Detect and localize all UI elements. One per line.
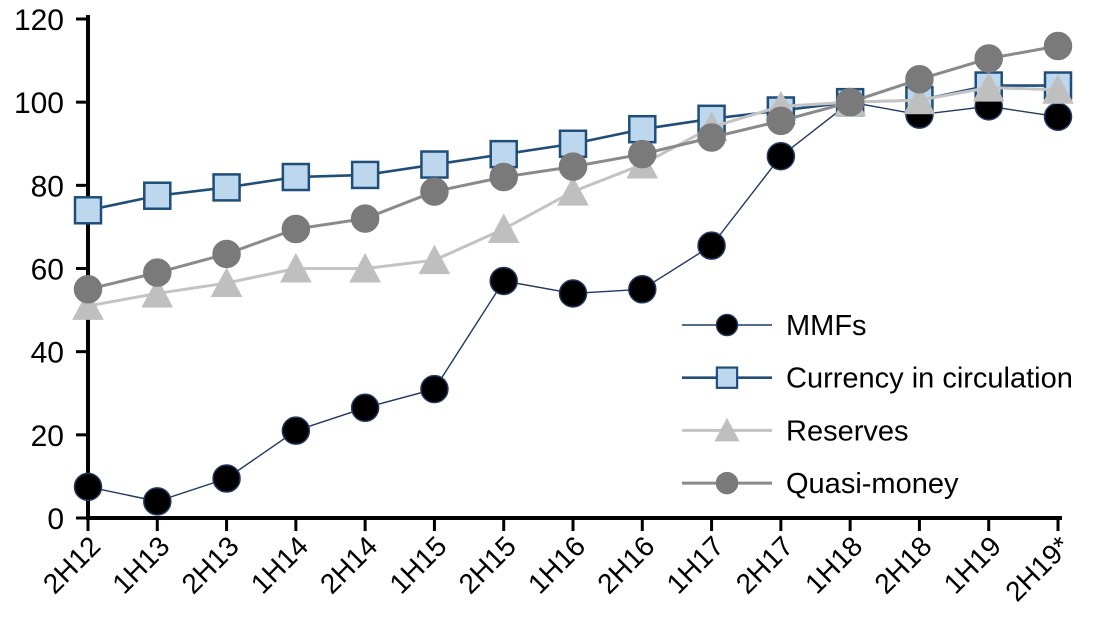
x-axis-tick-label: 1H14 <box>245 530 314 599</box>
legend-label: Reserves <box>786 415 909 447</box>
data-point-marker <box>420 150 449 179</box>
data-point-marker <box>766 141 796 171</box>
data-point-marker <box>212 173 241 202</box>
data-point-marker <box>489 139 518 169</box>
data-point-marker <box>349 252 381 283</box>
data-point-marker <box>143 258 172 287</box>
data-point-marker <box>281 214 311 244</box>
data-point-marker <box>281 416 311 445</box>
data-point-marker <box>903 84 936 115</box>
data-point-marker <box>350 160 380 190</box>
data-point-marker <box>72 290 104 320</box>
legend: MMFs Currency in circulation Reserves Quasi… <box>682 310 1073 500</box>
legend-label: Quasi-money <box>786 468 959 500</box>
data-point-marker <box>1042 74 1074 104</box>
data-point-marker <box>143 181 172 210</box>
x-axis-tick-label: 1H16 <box>522 530 591 599</box>
y-axis-tick-label: 20 <box>31 420 64 453</box>
data-point-marker <box>835 87 865 117</box>
legend-item-currency-in-circulation: Currency in circulation <box>682 363 1073 395</box>
data-point-marker <box>210 267 243 298</box>
data-point-marker <box>697 231 726 260</box>
y-axis-tick-label: 80 <box>31 170 64 203</box>
data-point-marker <box>350 204 380 233</box>
data-point-marker <box>489 162 518 192</box>
data-point-marker <box>715 471 739 495</box>
legend-item-quasi-money: Quasi-money <box>682 468 959 500</box>
y-axis-tick-label: 100 <box>14 87 64 120</box>
legend-item-reserves: Reserves <box>682 415 909 447</box>
data-point-marker <box>1043 31 1073 61</box>
data-point-marker <box>420 177 449 206</box>
x-axis-tick-label: 1H13 <box>106 530 175 599</box>
data-point-marker <box>280 252 312 283</box>
data-point-marker <box>489 266 518 296</box>
data-point-marker <box>974 44 1003 73</box>
x-axis-tick-label: 1H17 <box>661 530 730 599</box>
x-axis-tick-label: 1H15 <box>383 530 452 599</box>
data-point-marker <box>420 374 449 404</box>
data-point-marker <box>972 72 1005 102</box>
data-point-marker <box>558 279 588 308</box>
x-axis-tick-label: 2H12 <box>37 530 106 599</box>
data-point-marker <box>558 152 588 181</box>
legend-item-mmfs: MMFs <box>682 310 867 342</box>
data-point-marker <box>905 65 934 94</box>
data-point-marker <box>628 114 657 144</box>
data-point-marker <box>628 275 657 304</box>
data-point-marker <box>212 239 241 269</box>
x-axis-tick-label: 1H18 <box>799 530 868 599</box>
data-point-marker <box>73 275 103 304</box>
data-point-marker <box>766 106 796 136</box>
legend-label: MMFs <box>786 310 867 342</box>
data-point-marker <box>418 244 451 275</box>
data-point-marker <box>212 464 241 493</box>
y-axis-tick-label: 40 <box>31 337 64 370</box>
x-axis-tick-label: 2H17 <box>730 530 799 599</box>
series-quasi-money <box>73 31 1073 304</box>
data-point-marker <box>350 393 380 423</box>
legend-label: Currency in circulation <box>786 363 1073 395</box>
data-point-marker <box>73 472 103 502</box>
data-point-marker <box>1043 102 1073 131</box>
x-axis-tick-label: 2H15 <box>453 530 522 599</box>
x-axis-tick-label: 2H13 <box>176 530 245 599</box>
data-point-marker <box>628 139 657 169</box>
data-point-marker <box>715 313 739 337</box>
data-point-marker <box>141 277 174 308</box>
y-axis-tick-label: 0 <box>47 503 64 536</box>
y-axis-tick-label: 60 <box>31 254 64 287</box>
x-axis-tick-label: 2H16 <box>591 530 660 599</box>
data-point-marker <box>487 213 520 243</box>
data-point-marker <box>714 417 740 442</box>
data-point-marker <box>715 366 739 389</box>
data-point-marker <box>281 162 311 192</box>
x-axis-tick-label: 2H19* <box>999 530 1076 607</box>
y-axis-tick-label: 120 <box>14 4 64 37</box>
x-axis-tick-label: 2H18 <box>868 530 937 599</box>
data-point-marker <box>697 123 726 152</box>
data-point-marker <box>143 487 172 516</box>
data-point-marker <box>557 176 589 206</box>
data-point-marker <box>73 196 103 225</box>
x-axis-tick-label: 1H19 <box>938 530 1007 599</box>
x-axis-tick-label: 2H14 <box>314 530 383 599</box>
